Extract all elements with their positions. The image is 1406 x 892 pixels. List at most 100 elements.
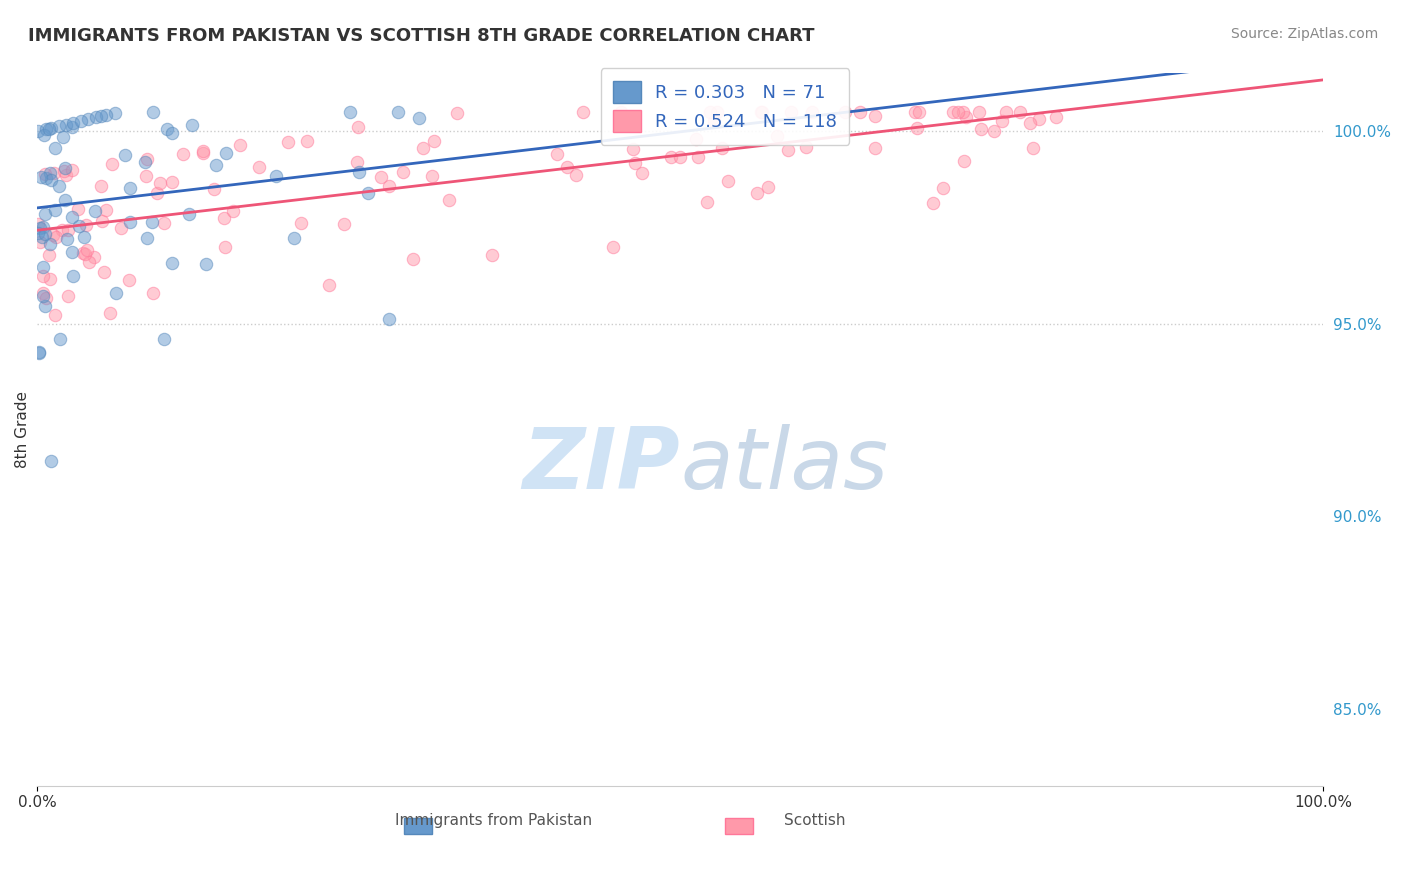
Point (1021, 141, 1043, 155)
Text: IMMIGRANTS FROM PAKISTAN VS SCOTTISH 8TH GRADE CORRELATION CHART: IMMIGRANTS FROM PAKISTAN VS SCOTTISH 8TH… (28, 27, 814, 45)
Point (28, 221, 51, 235)
Point (347, 120, 370, 135)
Point (53, 193, 76, 207)
Point (621, 142, 644, 156)
Point (31, 230, 53, 244)
Point (34, 167, 56, 181)
Point (668, 150, 690, 164)
Point (39, 271, 62, 285)
Point (630, 166, 652, 180)
Point (141, 215, 163, 229)
Point (402, 252, 425, 267)
Point (62, 116, 84, 130)
Point (45, 230, 67, 244)
Point (905, 121, 928, 136)
Point (28, 345, 51, 359)
Point (32, 260, 55, 274)
Point (60, 244, 83, 259)
Legend: R = 0.303   N = 71, R = 0.524   N = 118: R = 0.303 N = 71, R = 0.524 N = 118 (600, 68, 849, 145)
Point (44, 203, 66, 218)
Point (76, 112, 98, 127)
FancyBboxPatch shape (404, 819, 432, 834)
Point (849, 104, 872, 119)
Point (283, 231, 305, 245)
Point (177, 207, 200, 221)
Point (38, 247, 60, 261)
Point (699, 104, 721, 119)
Point (49, 332, 72, 346)
Point (35, 291, 58, 305)
Point (555, 160, 578, 174)
Point (104, 285, 127, 300)
Point (932, 181, 955, 195)
Point (32, 286, 55, 301)
Text: Immigrants from Pakistan: Immigrants from Pakistan (395, 813, 592, 828)
Point (717, 173, 740, 187)
Point (952, 104, 974, 119)
Point (780, 104, 803, 119)
Point (62, 268, 84, 283)
Point (142, 104, 165, 119)
Point (32, 128, 55, 142)
Point (103, 105, 125, 120)
Point (118, 181, 141, 195)
Point (156, 122, 179, 136)
Point (90, 178, 112, 193)
Point (31, 288, 53, 302)
Point (277, 136, 299, 150)
Point (995, 104, 1018, 119)
Point (1045, 110, 1067, 124)
Point (378, 178, 401, 193)
Point (756, 180, 779, 194)
Point (39, 236, 62, 251)
Point (42, 227, 65, 242)
Point (357, 186, 380, 200)
Point (27, 217, 49, 231)
Point (76, 243, 98, 257)
Point (67, 219, 90, 234)
Point (41, 453, 63, 467)
Point (34, 227, 56, 242)
Point (110, 221, 132, 235)
Point (942, 104, 965, 119)
Point (703, 113, 725, 128)
Y-axis label: 8th Grade: 8th Grade (15, 391, 30, 468)
Point (56, 232, 79, 246)
Point (481, 248, 503, 262)
Point (751, 104, 773, 119)
Point (48, 179, 70, 194)
Point (160, 126, 183, 140)
Point (564, 168, 586, 182)
Point (153, 216, 176, 230)
Point (229, 138, 252, 153)
Point (55, 118, 77, 132)
Point (44, 166, 66, 180)
Text: Source: ZipAtlas.com: Source: ZipAtlas.com (1230, 27, 1378, 41)
Point (98, 306, 121, 320)
Point (30, 170, 52, 185)
Point (423, 134, 446, 148)
Point (437, 193, 460, 207)
Point (67, 202, 90, 217)
Point (160, 176, 183, 190)
Point (32, 219, 55, 234)
Point (96, 203, 118, 218)
Point (136, 152, 159, 166)
Point (711, 141, 734, 155)
Point (94, 108, 117, 122)
Point (921, 196, 943, 211)
Point (83, 203, 105, 218)
Point (135, 169, 157, 184)
Point (610, 104, 633, 119)
Point (101, 157, 124, 171)
Text: Scottish: Scottish (785, 813, 846, 828)
Point (27, 226, 49, 240)
Text: atlas: atlas (681, 424, 889, 507)
Point (420, 169, 443, 183)
Point (37, 121, 59, 136)
Point (62, 210, 84, 224)
Point (659, 150, 682, 164)
Point (247, 160, 270, 174)
Point (118, 214, 141, 228)
Point (745, 186, 768, 201)
